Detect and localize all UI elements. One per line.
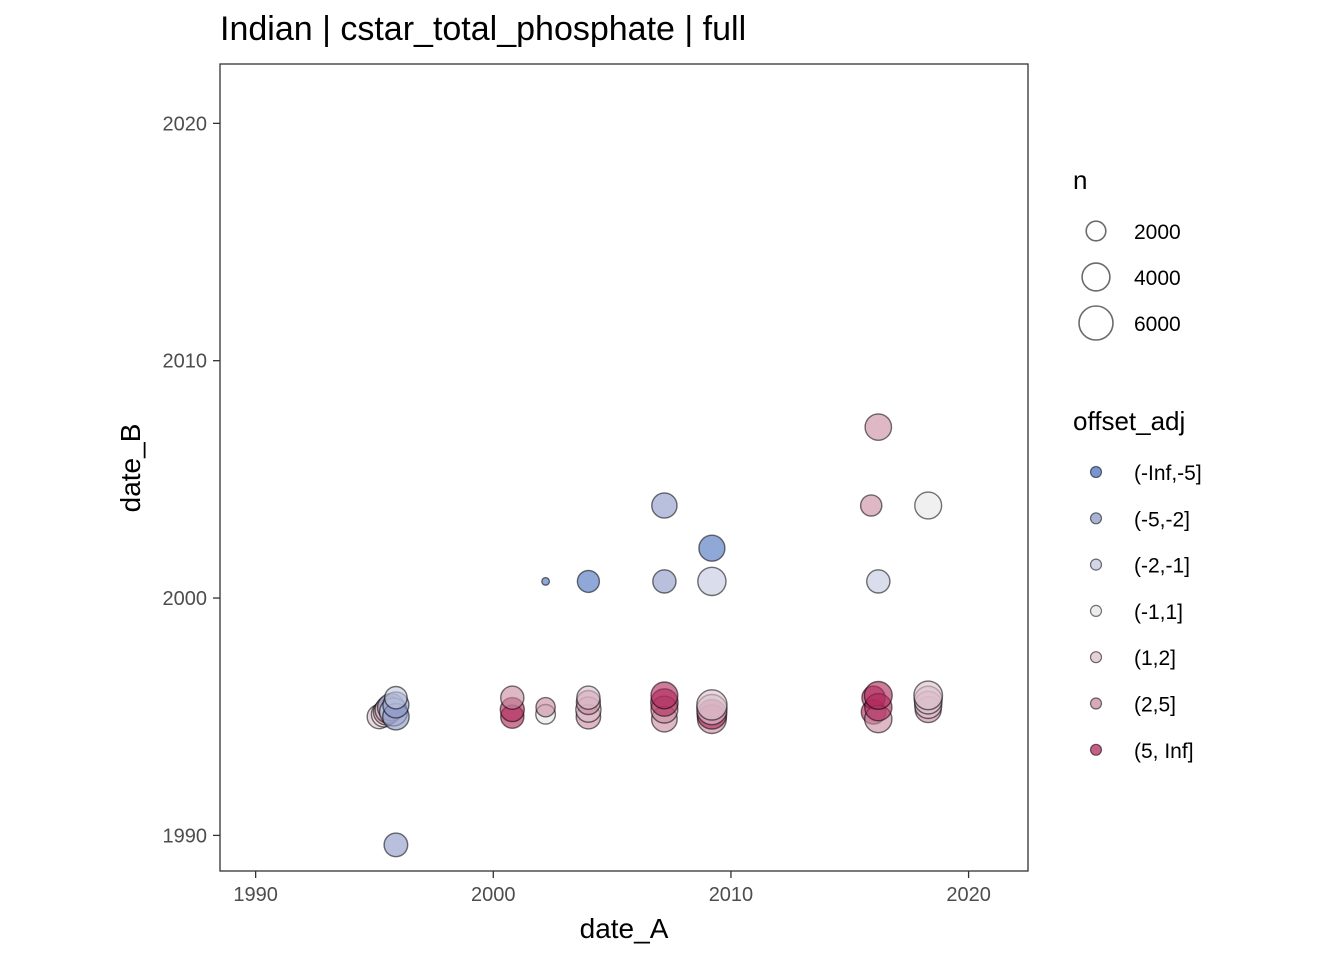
data-point (535, 696, 556, 718)
x-axis-title: date_A (580, 913, 669, 944)
size-legend-key (1081, 262, 1111, 292)
data-point (383, 832, 409, 858)
color-legend-key (1089, 465, 1103, 479)
data-point (859, 494, 883, 517)
data-point (383, 685, 408, 710)
color-legend-key (1089, 697, 1103, 710)
y-tick-label: 1990 (163, 825, 208, 847)
color-legend-label: (-2,-1] (1134, 555, 1190, 578)
size-legend-label: 2000 (1134, 221, 1181, 244)
size-legend-label: 4000 (1134, 267, 1181, 290)
data-point (698, 534, 726, 562)
size-legend: n 2000 4000 6000 (1073, 165, 1181, 341)
data-point (866, 569, 891, 594)
color-legend-key (1089, 604, 1103, 618)
data-point (863, 680, 893, 710)
data-point (697, 566, 727, 597)
color-legend-key (1089, 651, 1103, 664)
data-point (576, 569, 601, 594)
data-point (696, 689, 728, 721)
color-legend-key (1089, 558, 1103, 571)
size-legend-key (1078, 305, 1114, 341)
y-axis: 1990 2000 2010 2020 (163, 113, 220, 847)
color-legend: offset_adj (-Inf,-5] (-5,-2] (-2,-1] (-1,1]… (1073, 406, 1202, 763)
y-tick-label: 2020 (163, 113, 208, 135)
color-legend-label: (2,5] (1134, 694, 1176, 717)
size-legend-key (1085, 220, 1107, 242)
size-legend-label: 6000 (1134, 313, 1181, 336)
chart-title: Indian | cstar_total_phosphate | full (220, 10, 746, 48)
data-point (914, 491, 943, 520)
data-point (576, 685, 601, 711)
data-point (651, 492, 678, 519)
x-tick-label: 2000 (471, 884, 516, 906)
data-point (541, 576, 551, 586)
color-legend-key (1089, 743, 1103, 756)
data-point (650, 681, 679, 710)
color-legend-label: (1,2] (1134, 647, 1176, 670)
size-legend-title: n (1073, 165, 1087, 195)
x-tick-label: 1990 (233, 884, 278, 906)
y-tick-label: 2010 (163, 351, 208, 373)
color-legend-label: (-5,-2] (1134, 508, 1190, 531)
data-point (652, 569, 677, 594)
color-legend-label: (5, Inf] (1134, 740, 1194, 763)
color-legend-label: (-Inf,-5] (1134, 462, 1202, 485)
data-point (499, 685, 525, 711)
data-point (913, 680, 944, 711)
y-axis-title: date_B (115, 424, 146, 513)
color-legend-title: offset_adj (1073, 406, 1185, 436)
color-legend-label: (-1,1] (1134, 601, 1183, 624)
plot-panel (219, 63, 1029, 872)
points-layer (366, 413, 944, 858)
x-tick-label: 2020 (946, 884, 991, 906)
x-axis: 1990 2000 2010 2020 (233, 871, 991, 906)
y-tick-label: 2000 (163, 588, 208, 610)
x-tick-label: 2010 (709, 884, 754, 906)
data-point (864, 413, 893, 441)
color-legend-key (1089, 512, 1103, 525)
